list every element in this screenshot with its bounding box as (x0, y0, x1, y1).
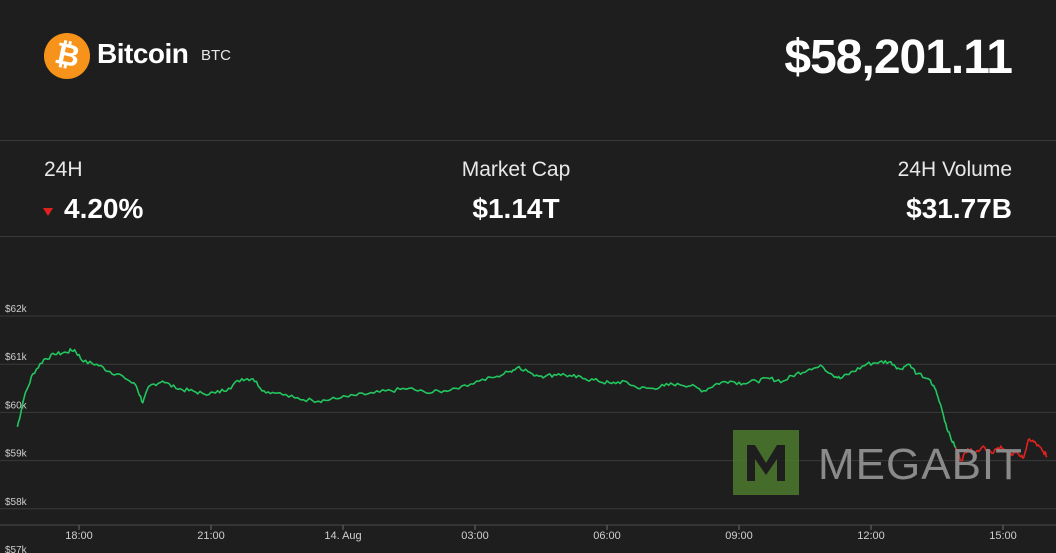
header: ₿ Bitcoin BTC $58,201.11 (0, 0, 1056, 140)
market-cap-value: $1.14T (472, 193, 560, 224)
volume-value: $31.77B (906, 193, 1012, 224)
watermark-text: MEGABIT (818, 440, 1024, 489)
x-tick-label: 18:00 (65, 530, 93, 542)
price-line-down (954, 438, 1048, 462)
stats-divider (0, 236, 1056, 237)
y-tick-label: $62k (5, 304, 28, 315)
coin-name: Bitcoin (97, 38, 189, 69)
price-line-up (16, 348, 958, 451)
megabit-logo-icon (733, 430, 799, 495)
y-tick-label: $61k (5, 352, 28, 363)
x-tick-label: 14. Aug (324, 530, 361, 542)
change-value: 4.20% (64, 193, 144, 224)
y-tick-label: $58k (5, 497, 28, 508)
x-tick-label: 12:00 (857, 530, 885, 542)
x-tick-label: 21:00 (197, 530, 225, 542)
volume-label: 24H Volume (897, 158, 1012, 181)
y-tick-label: $60k (5, 400, 28, 411)
x-tick-label: 09:00 (725, 530, 753, 542)
change-label: 24H (44, 158, 83, 181)
x-tick-label: 03:00 (461, 530, 489, 542)
header-divider (0, 140, 1056, 141)
price-chart: $62k $61k $60k $59k $58k $57k 18:00 21:00 14. Au… (0, 304, 1056, 553)
y-tick-label: $59k (5, 449, 28, 460)
market-cap-label: Market Cap (461, 158, 571, 181)
down-arrow-icon (43, 208, 53, 216)
bitcoin-logo-icon: ₿ (44, 33, 90, 79)
coin-symbol: BTC (201, 47, 231, 64)
current-price: $58,201.11 (784, 31, 1013, 84)
y-tick-label: $57k (5, 545, 28, 553)
x-tick-label: 15:00 (989, 530, 1017, 542)
x-tick-label: 06:00 (593, 530, 621, 542)
